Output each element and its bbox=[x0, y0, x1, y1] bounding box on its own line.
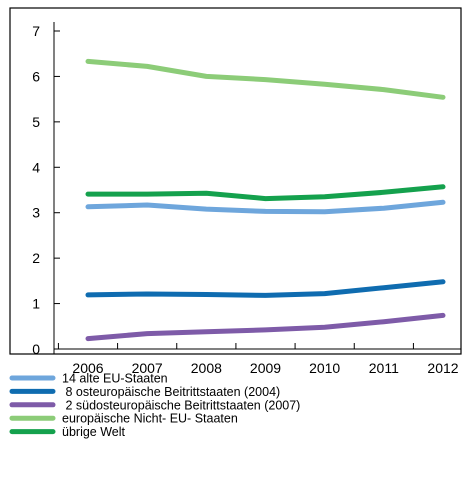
y-tick-label: 1 bbox=[32, 296, 40, 312]
x-tick-label: 2008 bbox=[191, 360, 222, 376]
series-line-0 bbox=[85, 199, 446, 215]
y-tick-label: 0 bbox=[32, 341, 40, 357]
series-line-4 bbox=[85, 184, 446, 202]
x-ticks: 2006 2007 2008 2009 2010 2011 2012 bbox=[57, 343, 459, 376]
series-line-3 bbox=[85, 58, 446, 100]
plot-frame bbox=[9, 7, 462, 355]
y-ticks: 0 1 2 3 4 5 6 7 bbox=[32, 23, 60, 357]
legend-label-2: 2 südosteuropäische Beitrittstaaten (200… bbox=[62, 398, 300, 412]
x-tick-label: 2009 bbox=[250, 360, 281, 376]
y-tick-label: 5 bbox=[32, 114, 40, 130]
y-tick-label: 3 bbox=[32, 205, 40, 221]
legend-label-0: 14 alte EU-Staaten bbox=[62, 372, 168, 386]
series-line-2 bbox=[85, 312, 446, 342]
x-tick-label: 2007 bbox=[132, 360, 163, 376]
series-line-1 bbox=[85, 279, 446, 298]
x-tick-label: 2006 bbox=[72, 360, 103, 376]
x-tick-label: 2011 bbox=[369, 360, 399, 376]
x-tick-label: 2012 bbox=[427, 360, 458, 376]
y-tick-label: 7 bbox=[32, 23, 40, 39]
legend: 14 alte EU-Staaten 8 osteuropäische Beit… bbox=[9, 372, 300, 439]
legend-label-3: europäische Nicht- EU- Staaten bbox=[62, 412, 238, 426]
x-tick-label: 2010 bbox=[309, 360, 340, 376]
y-tick-label: 4 bbox=[32, 159, 40, 175]
y-tick-label: 2 bbox=[32, 250, 40, 266]
y-tick-label: 6 bbox=[32, 68, 40, 84]
legend-label-4: übrige Welt bbox=[62, 425, 126, 439]
series-lines bbox=[85, 58, 446, 342]
legend-label-1: 8 osteuropäische Beitrittstaaten (2004) bbox=[62, 385, 280, 399]
